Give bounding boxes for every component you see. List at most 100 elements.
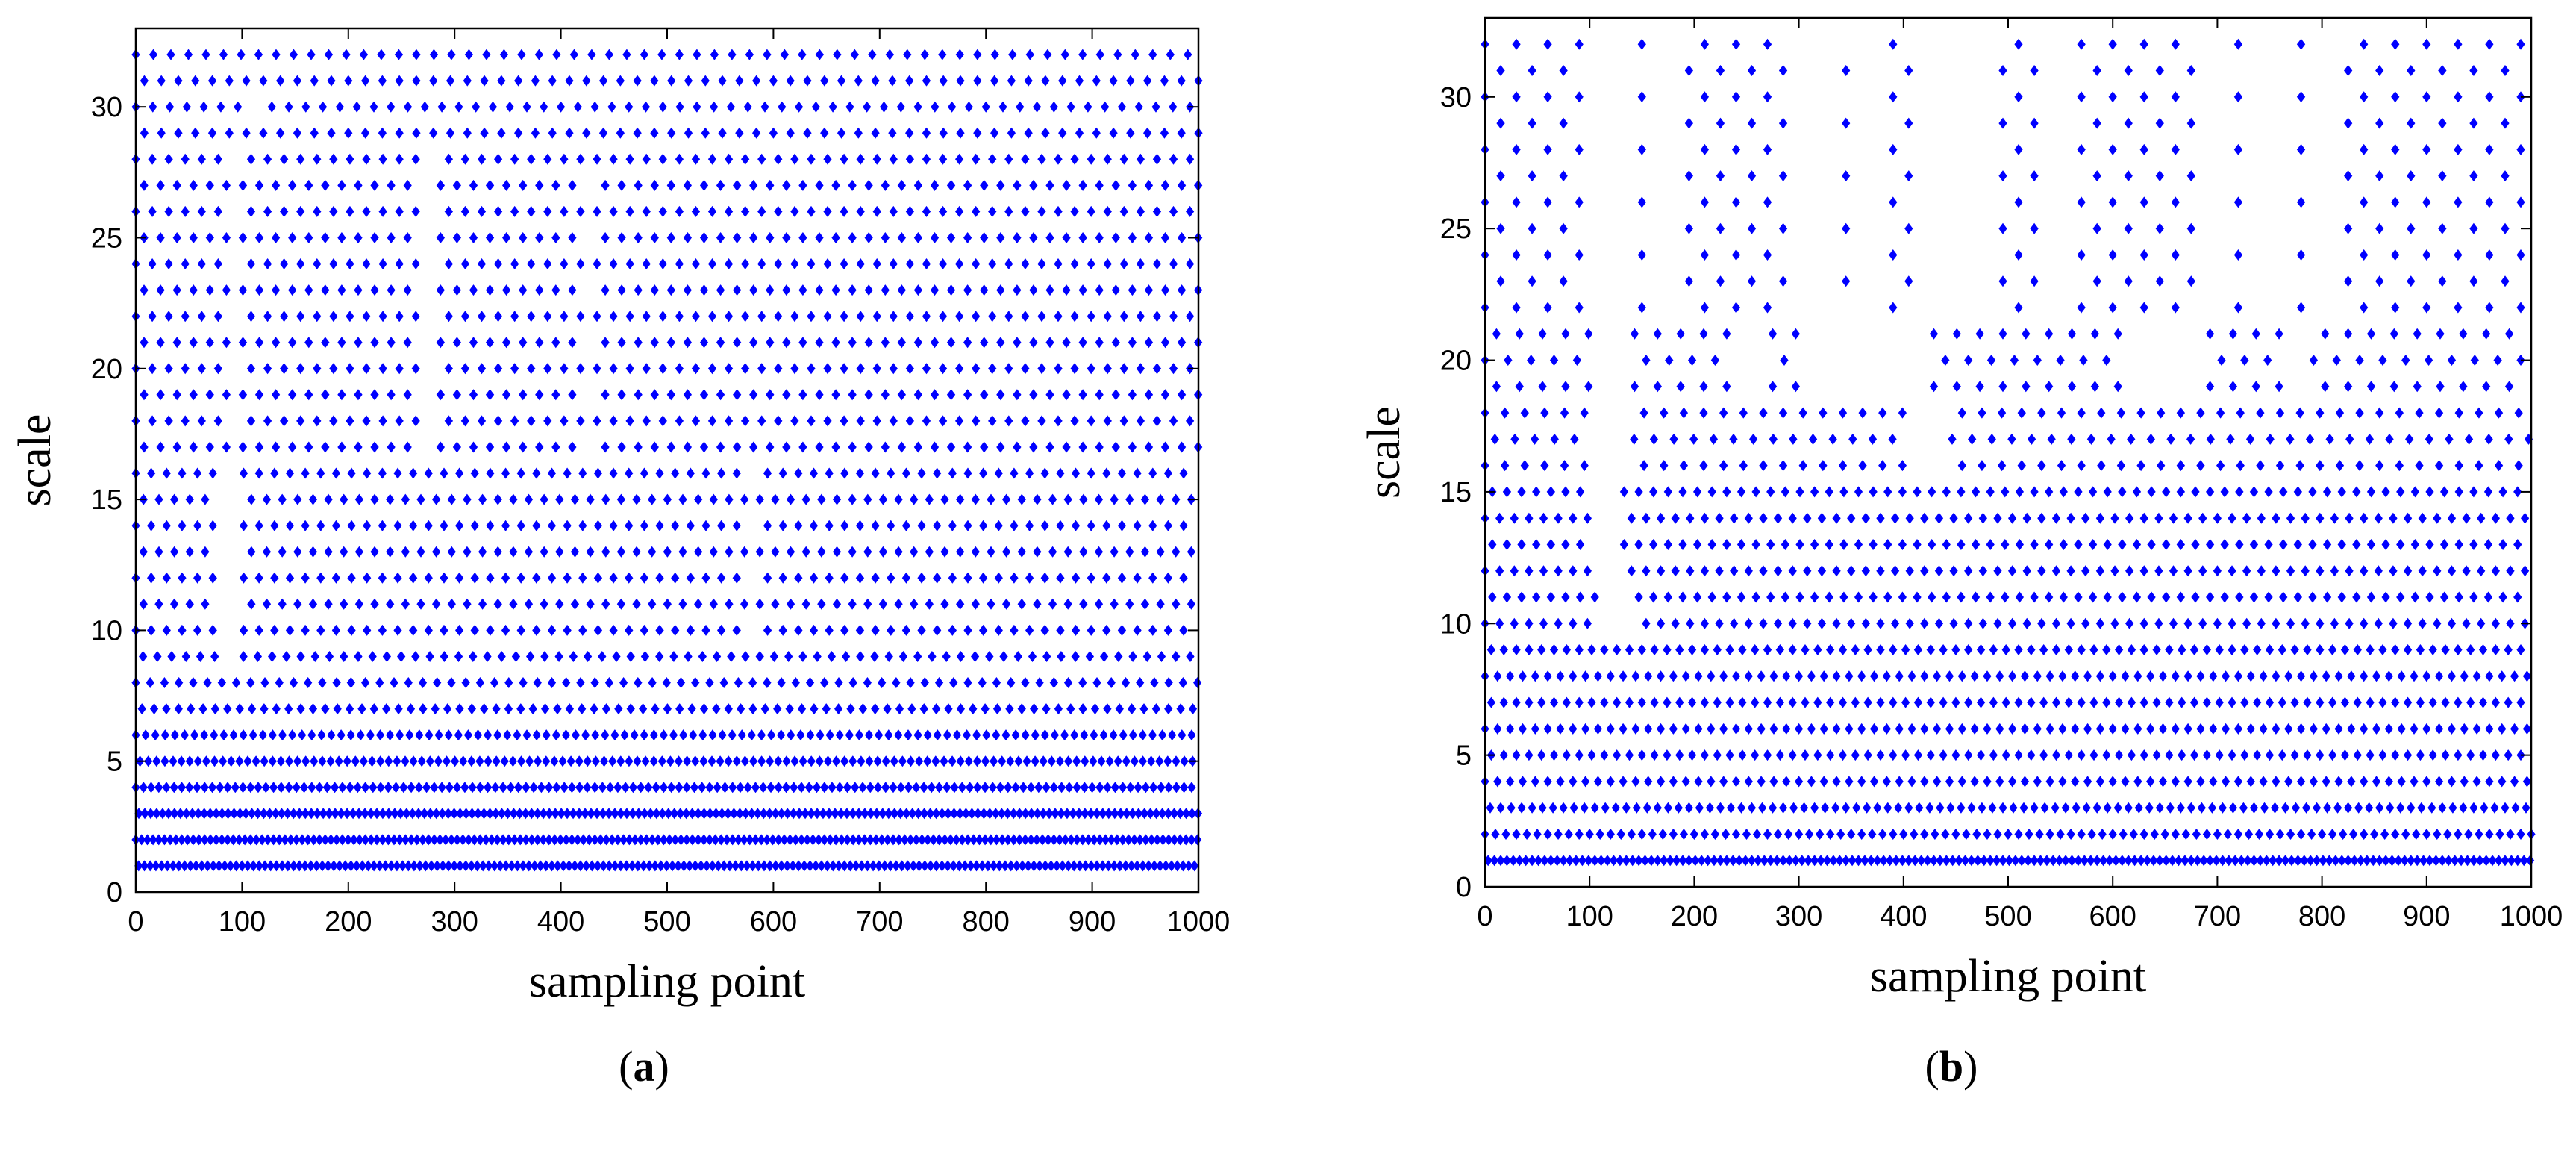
data-point — [869, 860, 878, 872]
data-point — [477, 415, 487, 427]
data-point — [463, 127, 472, 139]
data-point — [870, 651, 879, 662]
data-point — [751, 782, 760, 793]
data-point — [925, 546, 934, 558]
data-point — [2257, 512, 2266, 524]
data-point — [1951, 829, 1960, 840]
data-point — [1749, 433, 1758, 445]
data-point — [2155, 802, 2164, 814]
data-point — [2266, 433, 2275, 445]
data-point — [996, 284, 1005, 296]
data-point — [922, 153, 931, 165]
data-point — [2197, 802, 2206, 814]
data-point — [2077, 749, 2086, 761]
data-point — [547, 467, 557, 479]
data-point — [658, 415, 667, 427]
data-point — [1164, 703, 1173, 715]
data-point — [907, 703, 916, 715]
data-point — [576, 311, 585, 322]
data-point — [1027, 782, 1036, 793]
data-point — [2086, 855, 2095, 867]
data-point — [2233, 38, 2243, 50]
data-point — [766, 729, 776, 741]
data-point — [2183, 565, 2192, 577]
data-point — [1170, 834, 1179, 846]
data-point — [2233, 196, 2243, 208]
data-point — [2459, 802, 2468, 814]
data-point — [2213, 617, 2222, 629]
data-point — [866, 808, 875, 820]
data-point — [1926, 696, 1935, 708]
data-point — [910, 546, 919, 558]
data-point — [1177, 232, 1187, 243]
data-point — [658, 101, 667, 113]
data-point — [1559, 802, 1568, 814]
data-point — [463, 729, 473, 741]
data-point — [1087, 860, 1095, 872]
data-point — [625, 311, 634, 322]
data-point — [1949, 565, 1958, 577]
data-point — [1163, 808, 1173, 820]
data-point — [1866, 855, 1875, 867]
data-point — [1634, 486, 1643, 498]
data-point — [570, 493, 580, 505]
data-point — [2360, 829, 2369, 840]
data-point — [444, 205, 453, 217]
x-tick-label: 800 — [962, 906, 1009, 938]
data-point — [1543, 302, 1552, 314]
data-point — [376, 782, 385, 793]
data-point — [2417, 802, 2426, 814]
data-point — [788, 860, 798, 872]
data-point — [2422, 143, 2431, 155]
data-point — [878, 598, 888, 610]
data-point — [658, 153, 667, 165]
data-point — [578, 520, 587, 531]
data-point — [587, 860, 596, 872]
data-point — [994, 520, 1003, 531]
data-point — [278, 598, 287, 610]
data-point — [2360, 565, 2369, 577]
data-point — [172, 284, 181, 296]
data-point — [1976, 749, 1986, 761]
data-point — [1054, 205, 1063, 217]
data-point — [717, 624, 726, 636]
data-point — [2380, 829, 2389, 840]
data-point — [1518, 776, 1528, 788]
data-point — [2303, 696, 2312, 708]
data-point — [807, 363, 816, 375]
data-point — [790, 363, 799, 375]
data-point — [2375, 170, 2384, 182]
data-point — [1021, 258, 1030, 269]
data-point — [1986, 539, 1995, 550]
data-point — [963, 284, 972, 296]
x-tick-label: 0 — [1477, 901, 1492, 932]
data-point — [575, 782, 584, 793]
data-point — [2020, 776, 2030, 788]
data-point — [699, 179, 709, 191]
data-point — [956, 755, 965, 767]
data-point — [570, 598, 580, 610]
data-point — [1055, 834, 1064, 846]
data-point — [642, 834, 651, 846]
data-point — [1913, 644, 1923, 655]
data-point — [2082, 802, 2091, 814]
data-point — [2124, 117, 2133, 129]
data-point — [609, 363, 618, 375]
data-point — [2323, 591, 2332, 603]
data-point — [1019, 782, 1028, 793]
data-point — [324, 49, 334, 60]
data-point — [2438, 275, 2447, 287]
data-point — [458, 834, 467, 846]
data-point — [2001, 696, 2010, 708]
data-point — [655, 572, 664, 584]
data-point — [378, 258, 387, 269]
data-point — [1002, 598, 1011, 610]
data-point — [293, 493, 302, 505]
data-point — [532, 467, 541, 479]
data-point — [2186, 170, 2195, 182]
data-point — [860, 808, 869, 820]
data-point — [987, 834, 995, 846]
data-point — [2425, 355, 2433, 366]
data-point — [798, 179, 807, 191]
data-point — [2030, 802, 2039, 814]
